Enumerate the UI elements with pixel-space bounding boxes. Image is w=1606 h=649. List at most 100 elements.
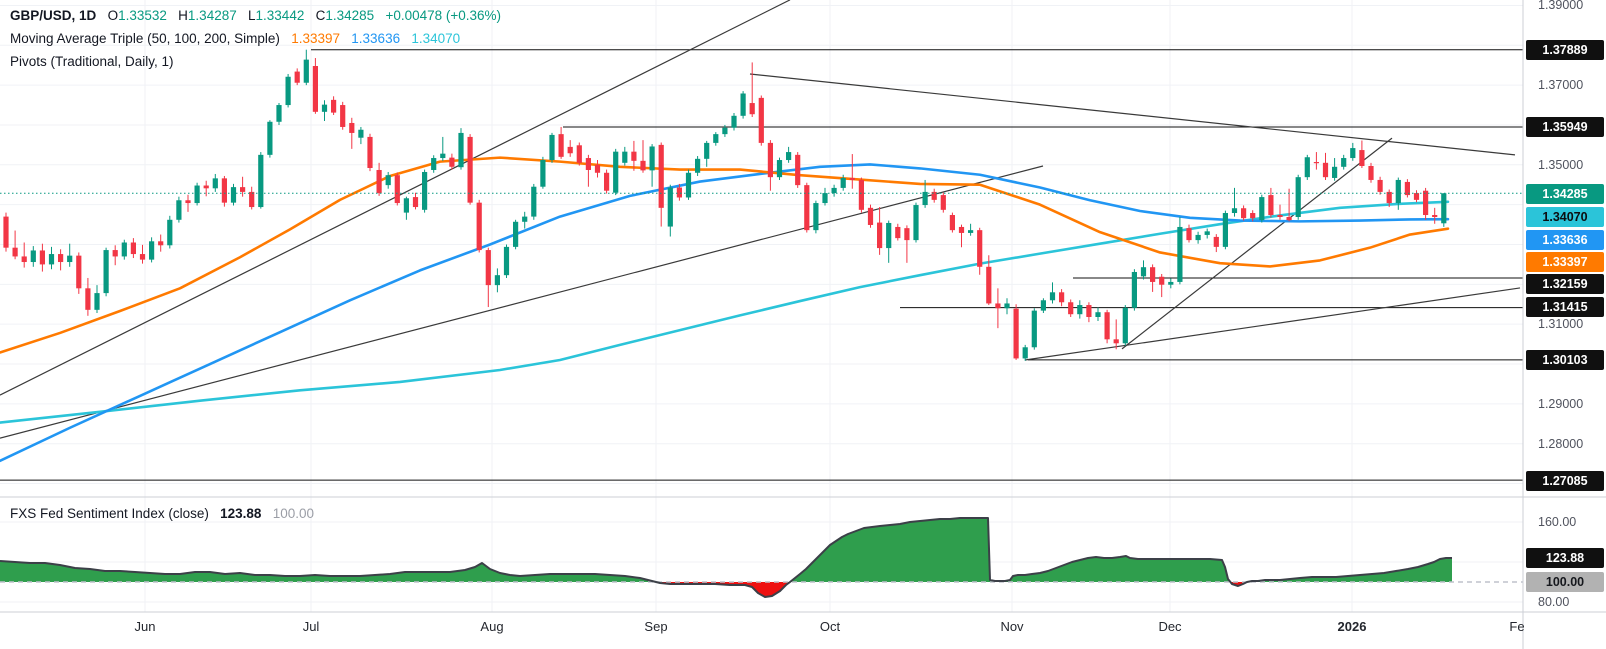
candle-body xyxy=(913,205,919,241)
candle-body xyxy=(786,152,792,161)
candle-body xyxy=(931,191,937,200)
sentiment-tick-160.00: 160.00 xyxy=(1538,515,1577,529)
ma-indicator-title[interactable]: Moving Average Triple (50, 100, 200, Sim… xyxy=(10,31,280,46)
candle-body xyxy=(1395,179,1401,204)
price-tick-1.28000: 1.28000 xyxy=(1538,436,1584,451)
candle-body xyxy=(130,242,136,255)
axis-badge-100.00: 100.00 xyxy=(1526,572,1604,592)
ohlc-high-value: 1.34287 xyxy=(187,8,237,23)
candle-body xyxy=(1131,271,1137,308)
candle-body xyxy=(449,157,455,167)
axis-badge-1.34070: 1.34070 xyxy=(1526,207,1604,227)
time-label-Jul: Jul xyxy=(302,619,320,634)
candle-body xyxy=(813,203,819,231)
candle-body xyxy=(194,185,200,204)
candle-body xyxy=(249,191,255,208)
candle-body xyxy=(139,254,146,260)
sentiment-area-positive xyxy=(0,518,1452,582)
time-label-Oct: Oct xyxy=(819,619,841,634)
ohlc-open-value: 1.33532 xyxy=(118,8,167,23)
candle-body xyxy=(1013,308,1019,359)
candle-body xyxy=(1168,281,1174,285)
axis-badge-1.33397: 1.33397 xyxy=(1526,252,1604,272)
candle-body xyxy=(221,178,227,203)
axis-badge-1.27085: 1.27085 xyxy=(1526,471,1604,491)
candle-body xyxy=(940,195,946,210)
sentiment-legend-row[interactable]: FXS Fed Sentiment Index (close) 123.88 1… xyxy=(10,506,314,521)
change-value: +0.00478 (+0.36%) xyxy=(385,8,502,23)
axis-badge-1.32159: 1.32159 xyxy=(1526,274,1604,294)
candle-body xyxy=(567,146,573,154)
candle-body xyxy=(431,158,437,170)
pivots-indicator-title[interactable]: Pivots (Traditional, Daily, 1) xyxy=(10,54,174,69)
candle-body xyxy=(349,122,355,133)
ohlc-low-value: 1.33442 xyxy=(255,8,305,23)
candle-body xyxy=(303,59,309,83)
candle-body xyxy=(649,146,655,171)
trendline-5[interactable] xyxy=(749,73,1516,156)
candle-body xyxy=(1268,195,1274,216)
sentiment-tick-80.00: 80.00 xyxy=(1538,595,1570,609)
axis-badge-1.37889: 1.37889 xyxy=(1526,40,1604,60)
trendline-4[interactable] xyxy=(1024,287,1521,361)
candle-body xyxy=(676,187,682,198)
time-label-2026: 2026 xyxy=(1337,619,1367,634)
ohlc-close-label: C xyxy=(315,8,326,23)
candle-body xyxy=(1295,177,1301,217)
candle-body xyxy=(212,178,218,189)
candle-body xyxy=(1022,347,1028,359)
candle-body xyxy=(1413,193,1420,200)
candle-body xyxy=(795,154,801,186)
ma200-value: 1.34070 xyxy=(411,31,461,46)
candle-body xyxy=(1441,193,1447,224)
candle-body xyxy=(240,187,246,192)
trendline-3[interactable] xyxy=(1121,137,1393,350)
candle-body xyxy=(376,169,382,194)
candle-body xyxy=(1350,148,1356,159)
candle-body xyxy=(1423,190,1429,216)
candle-body xyxy=(403,198,409,213)
candle-body xyxy=(1195,234,1201,241)
price-tick-1.31000: 1.31000 xyxy=(1538,317,1584,332)
candle-body xyxy=(658,144,664,208)
trendline-2[interactable] xyxy=(0,165,1044,439)
candle-body xyxy=(1404,181,1410,196)
candle-body xyxy=(667,187,673,227)
candle-body xyxy=(458,132,464,168)
symbol-legend-row[interactable]: GBP/USD, 1D O1.33532 H1.34287 L1.33442 C… xyxy=(10,8,501,23)
candle-body xyxy=(1259,197,1265,221)
candle-body xyxy=(67,255,73,263)
candle-body xyxy=(230,187,237,203)
candle-body xyxy=(986,266,992,304)
candle-body xyxy=(576,145,582,163)
candle-body xyxy=(1432,215,1438,217)
ma-legend-row[interactable]: Moving Average Triple (50, 100, 200, Sim… xyxy=(10,31,460,46)
candle-body xyxy=(858,179,864,210)
sentiment-indicator-title[interactable]: FXS Fed Sentiment Index (close) xyxy=(10,506,209,521)
candle-body xyxy=(1068,302,1074,315)
candle-body xyxy=(558,134,564,157)
candle-body xyxy=(385,175,391,186)
candle-body xyxy=(85,288,91,310)
candle-body xyxy=(540,160,546,187)
candle-body xyxy=(804,185,810,231)
pivots-legend-row[interactable]: Pivots (Traditional, Daily, 1) xyxy=(10,54,174,69)
candle-body xyxy=(1304,157,1310,178)
candle-body xyxy=(21,256,27,263)
ma200-line xyxy=(0,200,1450,424)
candle-body xyxy=(294,71,300,83)
candle-body xyxy=(1140,267,1147,277)
axis-badge-123.88: 123.88 xyxy=(1526,548,1604,568)
axis-badge-1.31415: 1.31415 xyxy=(1526,297,1604,317)
candle-body xyxy=(886,222,892,249)
ohlc-low-label: L xyxy=(248,8,256,23)
candle-body xyxy=(12,247,18,257)
time-label-Jun: Jun xyxy=(134,619,156,634)
symbol-title[interactable]: GBP/USD, 1D xyxy=(10,8,97,23)
candle-body xyxy=(1250,213,1256,219)
candle-body xyxy=(1359,150,1365,167)
candle-body xyxy=(312,66,318,112)
candle-body xyxy=(958,226,965,233)
